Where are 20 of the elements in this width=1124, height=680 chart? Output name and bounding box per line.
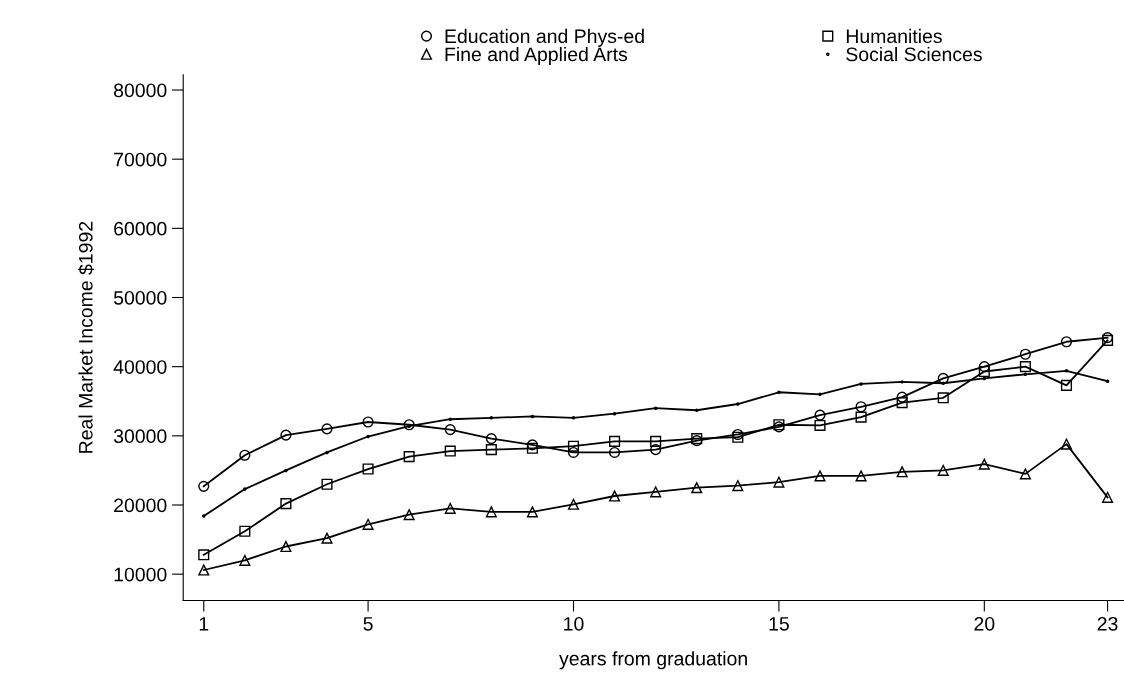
y-tick-label: 80000 <box>114 83 167 98</box>
legend-label: Humanities <box>846 28 942 44</box>
x-tick-label: 15 <box>769 617 789 631</box>
y-tick-label: 70000 <box>114 152 167 167</box>
x-tick-label: 5 <box>363 617 373 631</box>
legend-label: Education and Phys-ed <box>445 28 644 47</box>
y-tick-label: 20000 <box>114 498 167 513</box>
y-tick-label: 10000 <box>114 567 167 582</box>
y-tick-label: 30000 <box>113 429 167 444</box>
x-tick-label: 1 <box>199 617 209 631</box>
y-tick-label: 50000 <box>113 290 167 305</box>
y-axis-title: Real Market Income $1992 <box>78 221 94 453</box>
y-tick-label: 60000 <box>114 221 167 236</box>
x-tick-label: 10 <box>564 616 584 631</box>
x-tick-label: 23 <box>1097 616 1118 631</box>
legend-label: Social Sciences <box>846 46 982 62</box>
legend-label: Fine and Applied Arts <box>445 46 628 66</box>
y-tick-label: 40000 <box>113 360 167 374</box>
x-tick-label: 20 <box>974 616 995 631</box>
x-axis-title: years from graduation <box>559 651 747 670</box>
